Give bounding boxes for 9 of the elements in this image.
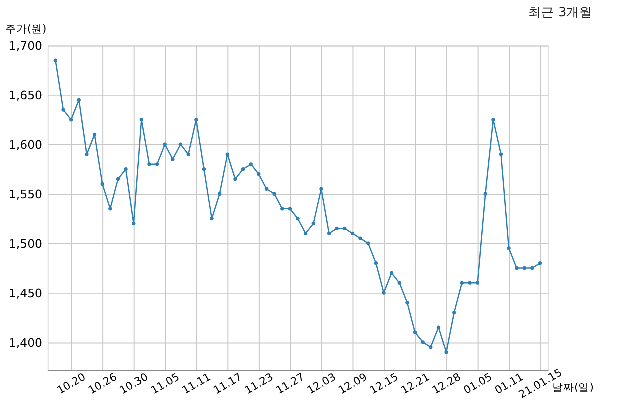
chart-title: 최근 3개월 — [528, 4, 593, 20]
y-axis-title: 주가(원) — [5, 22, 47, 36]
y-tick-label: 1,700 — [8, 39, 43, 54]
y-tick-label: 1,600 — [8, 138, 43, 152]
y-tick-label: 1,550 — [8, 187, 43, 202]
y-tick-label: 1,450 — [8, 286, 43, 300]
y-tick-label: 1,650 — [8, 88, 43, 103]
y-tick-label: 1,400 — [8, 336, 43, 350]
y-tick-label: 1,500 — [8, 236, 43, 251]
